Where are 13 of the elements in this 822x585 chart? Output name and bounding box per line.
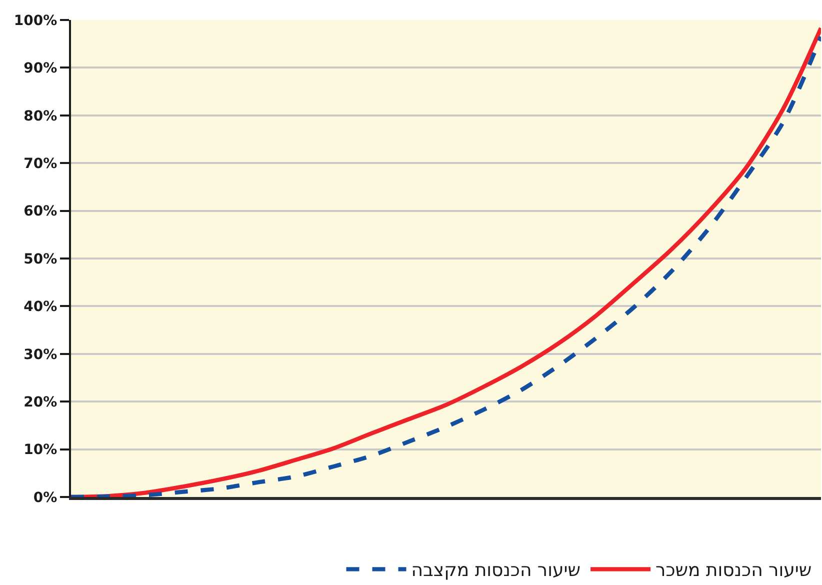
y-tick-label: 70% [24,156,58,172]
legend-label: שיעור הכנסות משכר [656,560,812,582]
y-tick-label: 60% [24,204,58,220]
y-tick-label: 10% [24,442,58,458]
y-tick-label: 100% [14,12,58,29]
y-tick-label: 20% [24,394,58,410]
y-tick-label: 30% [24,346,58,363]
y-tick-label: 40% [24,299,58,316]
legend-label: שיעור הכנסות מקצבה [411,560,581,582]
y-tick-label: 90% [24,60,58,77]
y-tick-label: 0% [33,490,58,506]
y-tick-label: 80% [24,108,58,124]
y-tick-label: 50% [24,251,58,268]
